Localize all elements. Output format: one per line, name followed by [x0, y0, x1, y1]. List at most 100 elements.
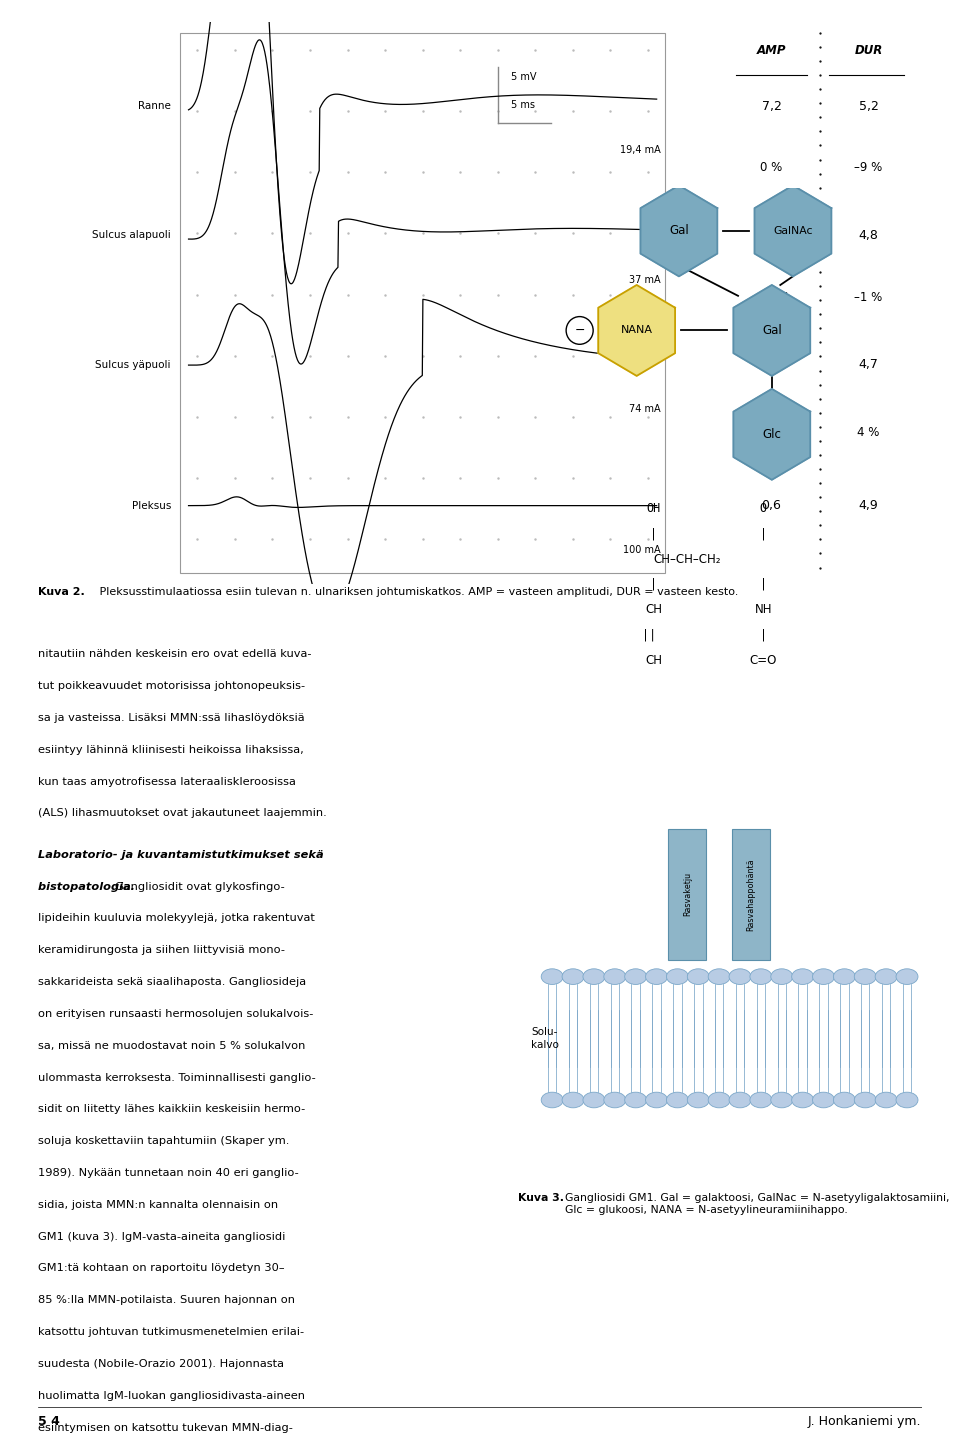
Ellipse shape	[583, 1092, 605, 1108]
Ellipse shape	[645, 1092, 667, 1108]
Ellipse shape	[771, 968, 793, 984]
Text: –11 %: –11 %	[754, 291, 789, 304]
Text: 37 mA: 37 mA	[630, 274, 661, 284]
Text: 5 mV: 5 mV	[511, 72, 537, 82]
Text: |: |	[759, 577, 767, 592]
Text: sa, missä ne muodostavat noin 5 % solukalvon: sa, missä ne muodostavat noin 5 % soluka…	[38, 1040, 306, 1051]
Ellipse shape	[896, 968, 918, 984]
Text: O: O	[759, 502, 767, 515]
Text: ulommasta kerroksesta. Toiminnallisesti ganglio-: ulommasta kerroksesta. Toiminnallisesti …	[38, 1072, 316, 1082]
Text: Gangliosidit ovat glykosfingo-: Gangliosidit ovat glykosfingo-	[115, 882, 285, 892]
Text: 100 mA: 100 mA	[623, 545, 661, 556]
Ellipse shape	[645, 968, 667, 984]
Text: Pleksus: Pleksus	[132, 501, 171, 511]
Text: keramidirungosta ja siihen liittyvisiä mono-: keramidirungosta ja siihen liittyvisiä m…	[38, 945, 285, 955]
Text: Rasvaketju: Rasvaketju	[683, 873, 692, 916]
Text: −: −	[574, 323, 585, 338]
Ellipse shape	[666, 968, 688, 984]
Text: Kuva 3.: Kuva 3.	[518, 1193, 564, 1203]
Ellipse shape	[833, 968, 855, 984]
Bar	[732, 828, 770, 960]
Text: nitautiin nähden keskeisin ero ovat edellä kuva-: nitautiin nähden keskeisin ero ovat edel…	[38, 649, 312, 659]
Text: Kuva 2.: Kuva 2.	[38, 587, 85, 597]
Ellipse shape	[625, 968, 647, 984]
Text: Solu-
kalvo: Solu- kalvo	[531, 1027, 559, 1049]
Ellipse shape	[604, 1092, 626, 1108]
Text: sakkarideista sekä siaalihaposta. Gangliosideja: sakkarideista sekä siaalihaposta. Gangli…	[38, 977, 306, 987]
Text: ||: ||	[642, 628, 657, 642]
Text: Gal: Gal	[762, 323, 781, 338]
Text: AMP: AMP	[756, 45, 786, 58]
Ellipse shape	[792, 1092, 814, 1108]
Text: sa ja vasteissa. Lisäksi MMN:ssä lihaslöydöksiä: sa ja vasteissa. Lisäksi MMN:ssä lihaslö…	[38, 713, 305, 723]
Ellipse shape	[876, 1092, 897, 1108]
Text: NH: NH	[755, 603, 772, 616]
Ellipse shape	[687, 968, 709, 984]
Text: CH: CH	[645, 654, 662, 667]
Text: 1989). Nykään tunnetaan noin 40 eri ganglio-: 1989). Nykään tunnetaan noin 40 eri gang…	[38, 1167, 300, 1177]
Text: GM1:tä kohtaan on raportoitu löydetyn 30–: GM1:tä kohtaan on raportoitu löydetyn 30…	[38, 1264, 285, 1273]
Ellipse shape	[812, 1092, 834, 1108]
Text: CH–CH–CH₂: CH–CH–CH₂	[654, 553, 721, 566]
Text: esiintymisen on katsottu tukevan MMN-diag-: esiintymisen on katsottu tukevan MMN-dia…	[38, 1423, 293, 1433]
Text: bistopatologia.: bistopatologia.	[38, 882, 139, 892]
Text: 5,2: 5,2	[858, 100, 878, 113]
Ellipse shape	[583, 968, 605, 984]
Text: –9 %: –9 %	[854, 162, 883, 175]
Text: sidit on liitetty lähes kaikkiin keskeisiin hermo-: sidit on liitetty lähes kaikkiin keskeis…	[38, 1104, 305, 1114]
Text: esiintyy lähinnä kliinisesti heikoissa lihaksissa,: esiintyy lähinnä kliinisesti heikoissa l…	[38, 745, 304, 755]
Text: 4,7: 4,7	[858, 358, 878, 371]
Ellipse shape	[604, 968, 626, 984]
Polygon shape	[640, 185, 717, 277]
Text: 6,4: 6,4	[761, 358, 781, 371]
Text: C=O: C=O	[750, 654, 777, 667]
Ellipse shape	[541, 968, 564, 984]
Ellipse shape	[854, 968, 876, 984]
Text: 7,2: 7,2	[761, 229, 781, 242]
Text: |: |	[759, 527, 767, 541]
Text: Sulcus yäpuoli: Sulcus yäpuoli	[95, 359, 171, 369]
Text: –1 %: –1 %	[854, 291, 883, 304]
Text: Gangliosidi GM1. Gal = galaktoosi, GalNac = N-asetyyligalaktosamiini, Glc = gluk: Gangliosidi GM1. Gal = galaktoosi, GalNa…	[564, 1193, 949, 1215]
Ellipse shape	[687, 1092, 709, 1108]
Ellipse shape	[666, 1092, 688, 1108]
Text: Gal: Gal	[669, 224, 688, 238]
Ellipse shape	[771, 1092, 793, 1108]
Text: soluja koskettaviin tapahtumiin (Skaper ym.: soluja koskettaviin tapahtumiin (Skaper …	[38, 1136, 290, 1146]
Text: katsottu johtuvan tutkimusmenetelmien erilai-: katsottu johtuvan tutkimusmenetelmien er…	[38, 1328, 304, 1338]
Text: J. Honkaniemi ym.: J. Honkaniemi ym.	[808, 1416, 922, 1429]
Text: 4 %: 4 %	[857, 426, 879, 439]
Polygon shape	[755, 185, 831, 277]
Text: 4,8: 4,8	[858, 229, 878, 242]
Text: CH: CH	[645, 603, 662, 616]
Text: DUR: DUR	[854, 45, 883, 58]
Text: 0,6: 0,6	[761, 499, 781, 512]
Text: 74 mA: 74 mA	[630, 404, 661, 414]
Circle shape	[566, 316, 593, 345]
Text: Rasvahappohäntä: Rasvahappohäntä	[746, 859, 756, 931]
Ellipse shape	[876, 968, 897, 984]
Ellipse shape	[729, 1092, 751, 1108]
Ellipse shape	[854, 1092, 876, 1108]
Ellipse shape	[708, 968, 731, 984]
Text: 19,4 mA: 19,4 mA	[620, 146, 661, 156]
Text: OH: OH	[646, 502, 660, 515]
Text: |: |	[650, 527, 658, 541]
Text: 5 ms: 5 ms	[511, 101, 535, 111]
Text: Pleksusstimulaatiossa esiin tulevan n. ulnariksen johtumiskatkos. AMP = vasteen : Pleksusstimulaatiossa esiin tulevan n. u…	[96, 587, 738, 597]
Text: Laboratorio- ja kuvantamistutkimukset sekä: Laboratorio- ja kuvantamistutkimukset se…	[38, 850, 324, 860]
Ellipse shape	[833, 1092, 855, 1108]
Ellipse shape	[896, 1092, 918, 1108]
Text: GM1 (kuva 3). IgM-vasta-aineita gangliosidi: GM1 (kuva 3). IgM-vasta-aineita ganglios…	[38, 1232, 286, 1241]
Ellipse shape	[812, 968, 834, 984]
Ellipse shape	[563, 968, 584, 984]
Text: 4,9: 4,9	[859, 499, 878, 512]
Ellipse shape	[708, 1092, 731, 1108]
Ellipse shape	[792, 968, 814, 984]
Ellipse shape	[750, 968, 772, 984]
Polygon shape	[733, 284, 810, 375]
Text: on erityisen runsaasti hermosolujen solukalvois-: on erityisen runsaasti hermosolujen solu…	[38, 1009, 314, 1019]
Ellipse shape	[625, 1092, 647, 1108]
Polygon shape	[598, 284, 675, 375]
Text: Glc: Glc	[762, 427, 781, 442]
